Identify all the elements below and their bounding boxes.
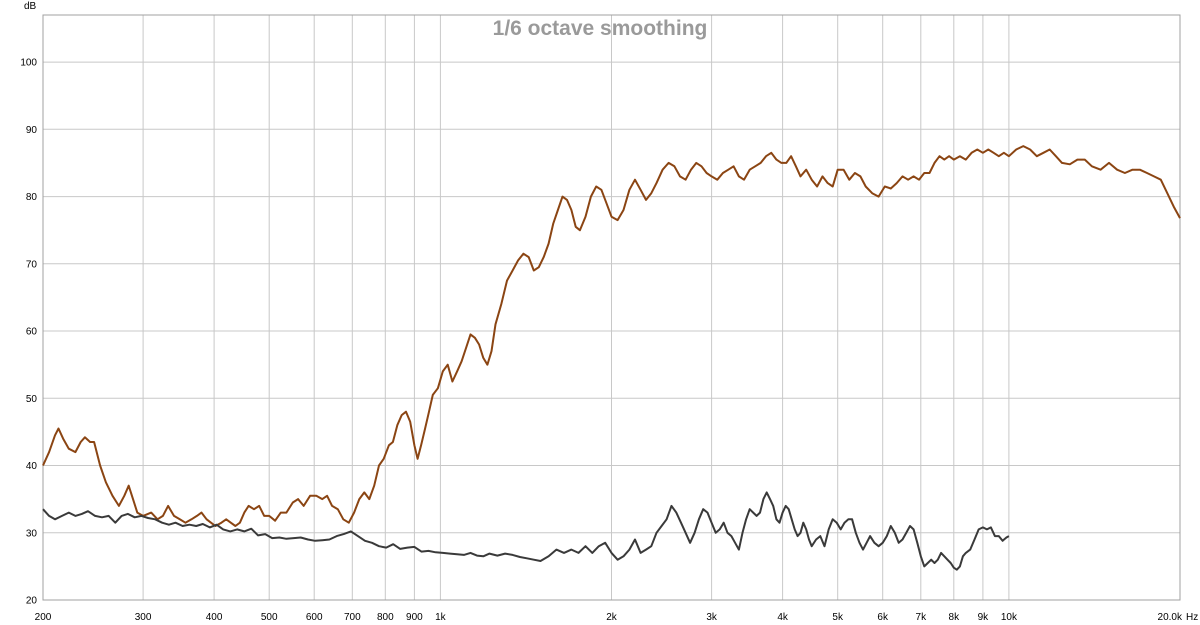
chart-title: 1/6 octave smoothing	[493, 17, 708, 40]
series-line-0	[42, 145, 1181, 527]
x-tick-label-11: 4k	[777, 612, 789, 623]
x-tick-labels: 200 300 400 500 600 700 800 900 1k 2k 3k 4k 5k 6k 7k 8k…	[35, 612, 1183, 623]
x-tick-label-18: 20.0k	[1158, 612, 1183, 623]
series-line-1	[42, 491, 1010, 571]
x-tick-label-9: 2k	[606, 612, 618, 623]
y-axis-unit-label: dB	[24, 1, 37, 12]
y-tick-label-3: 50	[26, 394, 38, 405]
y-tick-label-0: 20	[26, 596, 38, 607]
y-tick-label-4: 60	[26, 327, 38, 338]
x-tick-label-8: 1k	[435, 612, 447, 623]
y-tick-label-6: 80	[26, 192, 38, 203]
x-tick-label-1: 300	[135, 612, 152, 623]
x-tick-label-15: 8k	[949, 612, 961, 623]
x-tick-label-17: 10k	[1001, 612, 1018, 623]
x-tick-label-0: 200	[35, 612, 52, 623]
y-tick-label-7: 90	[26, 125, 38, 136]
y-tick-label-2: 40	[26, 461, 38, 472]
x-axis-unit-label: Hz	[1186, 612, 1198, 623]
series-layer	[42, 145, 1181, 571]
x-tick-label-3: 500	[261, 612, 278, 623]
x-tick-label-7: 900	[406, 612, 423, 623]
x-tick-label-10: 3k	[706, 612, 718, 623]
x-tick-label-6: 800	[377, 612, 394, 623]
y-tick-label-8: 100	[20, 58, 37, 69]
y-tick-label-1: 30	[26, 528, 38, 539]
x-tick-label-12: 5k	[832, 612, 844, 623]
x-tick-label-16: 9k	[978, 612, 990, 623]
x-tick-label-13: 6k	[877, 612, 889, 623]
x-tick-label-4: 600	[306, 612, 323, 623]
x-tick-label-2: 400	[206, 612, 223, 623]
y-tick-labels: 20 30 40 50 60 70 80 90 100	[20, 58, 37, 607]
x-tick-label-5: 700	[344, 612, 361, 623]
x-tick-label-14: 7k	[916, 612, 928, 623]
y-tick-label-5: 70	[26, 259, 38, 270]
plot-frame	[42, 14, 1181, 601]
